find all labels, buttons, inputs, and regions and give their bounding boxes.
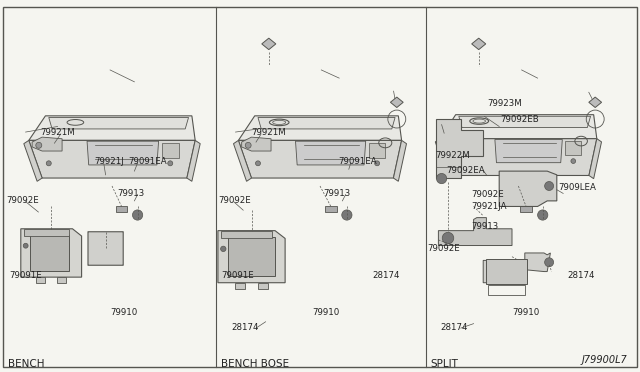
Circle shape <box>255 161 260 166</box>
Circle shape <box>374 161 380 166</box>
Polygon shape <box>32 137 62 151</box>
Polygon shape <box>499 171 557 206</box>
Text: 79922M: 79922M <box>435 151 470 160</box>
Text: 79092E: 79092E <box>471 190 504 199</box>
Polygon shape <box>259 283 268 289</box>
Text: 79923M: 79923M <box>488 99 522 108</box>
Polygon shape <box>435 139 452 179</box>
Polygon shape <box>29 116 195 140</box>
Text: BENCH BOSE: BENCH BOSE <box>221 359 289 369</box>
Polygon shape <box>20 229 82 277</box>
Bar <box>30 235 70 271</box>
Circle shape <box>46 161 51 166</box>
Text: 79921M: 79921M <box>40 128 75 137</box>
Circle shape <box>456 159 461 163</box>
Polygon shape <box>589 139 602 179</box>
Polygon shape <box>459 116 591 128</box>
Polygon shape <box>242 137 271 151</box>
Bar <box>325 206 337 212</box>
Bar <box>162 143 179 158</box>
Polygon shape <box>440 115 597 139</box>
Circle shape <box>221 246 226 251</box>
Text: 79092E: 79092E <box>218 196 251 205</box>
Polygon shape <box>239 116 402 140</box>
Polygon shape <box>36 277 45 283</box>
Bar <box>520 206 532 212</box>
Polygon shape <box>49 118 189 129</box>
Circle shape <box>23 243 28 248</box>
Text: 79910: 79910 <box>512 308 540 317</box>
Polygon shape <box>296 141 365 165</box>
Text: 28174: 28174 <box>372 271 400 280</box>
Circle shape <box>168 161 173 166</box>
Text: 79092EB: 79092EB <box>500 115 540 124</box>
Polygon shape <box>234 140 252 181</box>
Text: 79091EA: 79091EA <box>128 157 166 166</box>
Text: 79091EA: 79091EA <box>338 157 376 166</box>
Polygon shape <box>436 119 483 178</box>
Polygon shape <box>262 38 276 49</box>
Circle shape <box>538 210 548 220</box>
Polygon shape <box>218 231 285 283</box>
Polygon shape <box>24 140 42 181</box>
Text: 7909LEA: 7909LEA <box>558 183 596 192</box>
FancyBboxPatch shape <box>88 232 124 265</box>
Polygon shape <box>495 140 563 163</box>
Text: SPLIT: SPLIT <box>430 359 458 369</box>
Text: 79910: 79910 <box>110 308 138 317</box>
Circle shape <box>545 182 554 190</box>
Polygon shape <box>472 38 486 49</box>
Text: BENCH: BENCH <box>8 359 44 369</box>
Polygon shape <box>29 140 195 178</box>
Circle shape <box>571 159 575 163</box>
Circle shape <box>36 142 42 148</box>
Circle shape <box>436 173 447 184</box>
Text: 79913: 79913 <box>323 189 351 198</box>
Polygon shape <box>438 218 512 246</box>
Polygon shape <box>390 97 403 108</box>
Text: 79092E: 79092E <box>428 244 460 253</box>
Text: 79092E: 79092E <box>6 196 39 205</box>
Polygon shape <box>394 140 406 181</box>
Bar <box>228 237 275 276</box>
Bar <box>116 206 127 212</box>
Polygon shape <box>440 139 597 176</box>
Circle shape <box>132 210 143 220</box>
Polygon shape <box>589 97 602 108</box>
Bar <box>486 259 527 284</box>
Polygon shape <box>221 231 272 238</box>
Text: 79921M: 79921M <box>252 128 286 137</box>
Text: 79091E: 79091E <box>10 271 42 280</box>
Text: 79913: 79913 <box>117 189 145 198</box>
Text: J79900L7: J79900L7 <box>582 355 627 365</box>
Polygon shape <box>87 141 159 165</box>
Bar <box>566 141 581 155</box>
Polygon shape <box>443 135 471 149</box>
Circle shape <box>245 142 251 148</box>
Circle shape <box>342 210 352 220</box>
Text: 28174: 28174 <box>232 323 259 332</box>
Circle shape <box>442 232 454 244</box>
Polygon shape <box>24 229 69 236</box>
Text: 79092EA: 79092EA <box>447 166 485 175</box>
Bar <box>369 143 385 158</box>
Text: 79913: 79913 <box>471 222 499 231</box>
Bar <box>488 285 525 295</box>
Polygon shape <box>483 253 550 283</box>
Circle shape <box>545 258 554 267</box>
Polygon shape <box>258 118 395 129</box>
Text: 28174: 28174 <box>568 271 595 280</box>
Text: 79921J: 79921J <box>95 157 124 166</box>
Text: 79091E: 79091E <box>221 271 253 280</box>
Text: 28174: 28174 <box>440 323 468 332</box>
Polygon shape <box>235 283 245 289</box>
Circle shape <box>447 141 452 146</box>
Polygon shape <box>239 140 402 178</box>
Text: 79910: 79910 <box>312 308 340 317</box>
Polygon shape <box>58 277 67 283</box>
Text: 79921JA: 79921JA <box>471 202 506 211</box>
Polygon shape <box>187 140 200 181</box>
